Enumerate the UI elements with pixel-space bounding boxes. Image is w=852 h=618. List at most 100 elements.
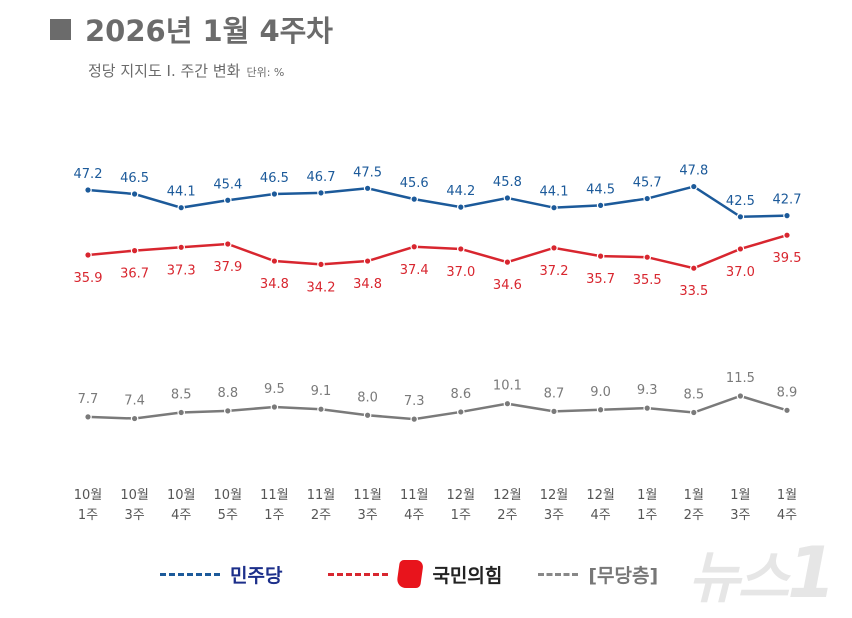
legend-marker bbox=[538, 567, 579, 581]
data-point bbox=[550, 407, 558, 416]
subtitle-text: 정당 지지도 Ⅰ. 주간 변화 bbox=[88, 62, 241, 80]
data-point bbox=[503, 399, 512, 408]
watermark-logo: 뉴스1 bbox=[688, 532, 836, 614]
data-point bbox=[177, 203, 186, 212]
data-point bbox=[270, 190, 279, 198]
x-tick-label: 2주 bbox=[311, 508, 331, 523]
data-point bbox=[736, 212, 745, 221]
data-label: 35.9 bbox=[74, 271, 103, 286]
data-label: 44.2 bbox=[446, 184, 475, 199]
data-point bbox=[550, 244, 558, 252]
x-tick-label: 3주 bbox=[730, 508, 750, 523]
x-tick-label: 10월 bbox=[214, 488, 243, 503]
data-label: 10.1 bbox=[493, 379, 522, 394]
data-label: 36.7 bbox=[120, 267, 149, 282]
data-label: 7.7 bbox=[78, 392, 99, 407]
data-point bbox=[317, 189, 325, 197]
data-point bbox=[224, 240, 232, 248]
data-point bbox=[643, 194, 652, 203]
series-line-2 bbox=[87, 394, 788, 421]
title-text: 2026년 1월 4주차 bbox=[85, 14, 333, 48]
data-label: 37.2 bbox=[540, 264, 569, 279]
data-point bbox=[224, 196, 232, 205]
data-point bbox=[84, 413, 92, 421]
legend-marker bbox=[328, 567, 389, 581]
x-tick-label: 3주 bbox=[357, 508, 377, 523]
data-point bbox=[224, 407, 232, 415]
data-point bbox=[689, 182, 698, 191]
data-label: 44.1 bbox=[167, 185, 196, 200]
data-point bbox=[456, 408, 465, 416]
data-label: 37.0 bbox=[446, 265, 475, 280]
data-point bbox=[783, 406, 791, 415]
data-point bbox=[503, 194, 512, 202]
data-label: 8.7 bbox=[544, 386, 565, 401]
data-label: 9.1 bbox=[311, 384, 332, 399]
unit-label: 단위: % bbox=[246, 66, 285, 79]
x-tick-label: 1주 bbox=[637, 508, 657, 523]
data-point bbox=[689, 264, 698, 273]
data-label: 35.7 bbox=[586, 272, 615, 287]
x-tick-label: 1월 bbox=[777, 488, 797, 503]
data-point bbox=[317, 405, 325, 414]
data-label: 37.9 bbox=[213, 260, 242, 275]
title-square-icon bbox=[50, 18, 71, 40]
data-point bbox=[177, 243, 186, 252]
data-label: 47.2 bbox=[74, 167, 103, 182]
data-point bbox=[736, 392, 745, 400]
data-point bbox=[550, 203, 558, 212]
legend: 민주당 국민의힘 [무당층] bbox=[160, 560, 658, 588]
x-tick-label: 4주 bbox=[171, 508, 191, 523]
x-tick-label: 1주 bbox=[264, 508, 284, 523]
x-tick-label: 12월 bbox=[447, 488, 476, 503]
x-tick-label: 4주 bbox=[404, 508, 424, 523]
chart-subtitle: 정당 지지도 Ⅰ. 주간 변화 단위: % bbox=[88, 60, 284, 81]
data-label: 45.7 bbox=[633, 176, 662, 191]
data-label: 37.3 bbox=[167, 263, 196, 278]
x-tick-label: 2주 bbox=[684, 508, 704, 523]
data-point bbox=[596, 405, 605, 414]
data-label: 8.0 bbox=[357, 390, 378, 405]
data-label: 9.5 bbox=[264, 382, 285, 397]
data-label: 46.5 bbox=[260, 171, 289, 186]
data-point bbox=[783, 231, 791, 240]
data-point bbox=[503, 258, 512, 266]
ppp-logo-icon bbox=[396, 560, 425, 588]
data-label: 9.3 bbox=[637, 383, 658, 398]
data-label: 45.8 bbox=[493, 175, 522, 190]
data-point bbox=[363, 257, 372, 265]
data-point bbox=[270, 257, 279, 265]
data-label: 34.8 bbox=[353, 277, 382, 292]
data-label: 37.0 bbox=[726, 265, 755, 280]
x-tick-label: 11월 bbox=[353, 488, 382, 503]
legend-marker bbox=[160, 567, 220, 581]
data-label: 34.2 bbox=[307, 280, 336, 295]
x-tick-label: 2주 bbox=[497, 508, 517, 523]
data-label: 34.8 bbox=[260, 277, 289, 292]
x-tick-label: 11월 bbox=[260, 488, 289, 503]
data-label: 8.9 bbox=[777, 385, 798, 400]
data-label: 11.5 bbox=[726, 371, 755, 386]
data-point bbox=[689, 408, 698, 417]
legend-item-independent: [무당층] bbox=[538, 561, 658, 588]
data-point bbox=[363, 184, 372, 193]
data-point bbox=[84, 251, 92, 259]
x-tick-label: 12월 bbox=[493, 488, 522, 503]
x-tick-label: 1주 bbox=[78, 508, 98, 523]
data-label: 42.5 bbox=[726, 194, 755, 209]
data-label: 37.4 bbox=[400, 263, 429, 278]
data-point bbox=[130, 414, 139, 423]
x-tick-label: 1월 bbox=[730, 488, 750, 503]
series-line-1 bbox=[87, 234, 788, 270]
data-label: 47.5 bbox=[353, 165, 382, 180]
x-tick-label: 3주 bbox=[544, 508, 564, 523]
data-label: 34.6 bbox=[493, 278, 522, 293]
data-point bbox=[783, 211, 791, 220]
x-tick-label: 1월 bbox=[684, 488, 704, 503]
data-point bbox=[270, 403, 279, 411]
data-point bbox=[596, 252, 605, 260]
data-point bbox=[456, 203, 465, 211]
data-label: 35.5 bbox=[633, 273, 662, 288]
data-label: 7.3 bbox=[404, 394, 425, 409]
